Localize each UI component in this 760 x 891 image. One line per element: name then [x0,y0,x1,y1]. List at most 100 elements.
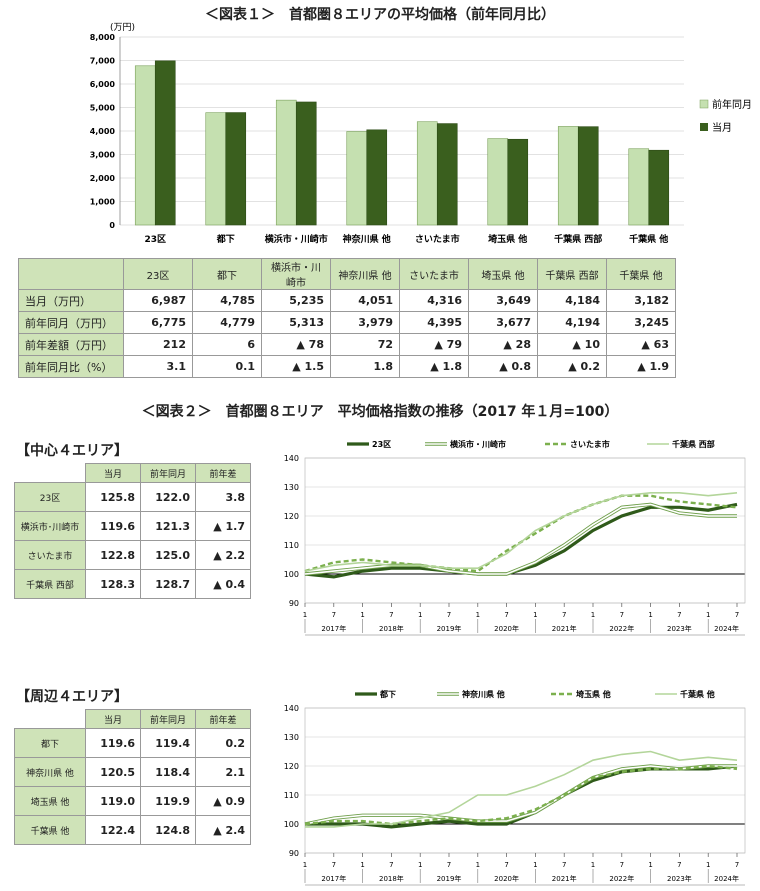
table-cell: 122.8 [85,540,141,570]
table-cell: 3,182 [606,289,676,312]
table-cell: 72 [330,333,400,356]
year-label: 2019年 [437,624,462,633]
bar [487,138,509,226]
year-label: 2020年 [494,624,519,633]
table-cell: ▲ 2.4 [195,815,251,845]
col-header: 前年同月 [140,463,196,483]
center-section-title: 【中心４エリア】 [16,443,128,459]
table-cell: ▲ 10 [537,333,607,356]
fig1-title: ＜図表１＞ 首都圏８エリアの平均価格（前年同月比） [205,7,555,23]
y-tick-label: 110 [284,541,299,550]
table-cell: 3.8 [195,482,251,512]
table-cell: 4,316 [399,289,469,312]
row-label: 千葉県 他 [14,815,86,845]
col-header: さいたま市 [399,258,469,290]
table-cell: 5,313 [261,311,331,334]
series-line [305,750,738,828]
table-cell: 5,235 [261,289,331,312]
table-row: 前年同月比（%） 3.1 0.1 ▲ 1.5 1.8 ▲ 1.8 ▲ 0.8 ▲… [18,355,676,378]
table-cell: 121.3 [140,511,196,541]
table-cell: 4,184 [537,289,607,312]
table-row: 都下 119.6 119.4 0.2 [14,728,251,758]
table-cell: 0.2 [195,728,251,758]
col-header: 23区 [123,258,193,290]
row-label: 千葉県 西部 [14,569,86,599]
table-cell: 122.4 [85,815,141,845]
year-label: 2022年 [609,624,634,633]
bar [366,129,388,226]
table-cell: ▲ 0.4 [195,569,251,599]
table-cell: 119.6 [85,511,141,541]
y-tick-label: 5,000 [90,104,116,113]
table-cell: 128.7 [140,569,196,599]
x-tick-label: 埼玉県 他 [488,233,527,245]
x-tick-label: 7 [389,861,393,869]
table-cell: 212 [123,333,193,356]
table-cell: ▲ 2.2 [195,540,251,570]
bar [225,112,247,226]
table-cell: 4,194 [537,311,607,334]
bar [154,60,176,226]
x-tick-label: 23区 [144,234,166,245]
row-label: 都下 [14,728,86,758]
col-header: 横浜市・川崎市 [261,258,331,290]
table-cell: 3,677 [468,311,538,334]
y-tick-label: 100 [284,570,299,579]
row-label: 当月（万円） [18,289,124,312]
bar [416,121,438,226]
table-cell: ▲ 1.9 [606,355,676,378]
table-cell: ▲ 1.7 [195,511,251,541]
center-table: 当月 前年同月 前年差 23区 125.8 122.0 3.8 横浜市･川崎市 … [14,463,251,599]
table-cell: 122.0 [140,482,196,512]
table-cell: 128.3 [85,569,141,599]
year-label: 2020年 [494,874,519,883]
bar [557,126,579,226]
y-tick-label: 0 [109,221,115,230]
year-label: 2022年 [609,874,634,883]
table-cell: 4,779 [192,311,262,334]
y-tick-label: 8,000 [90,33,116,42]
x-tick-label: 7 [677,611,681,619]
table-cell: 119.4 [140,728,196,758]
row-label: さいたま市 [14,540,86,570]
col-header: 都下 [192,258,262,290]
y-tick-label: 6,000 [90,80,116,89]
table-cell: ▲ 0.9 [195,786,251,816]
y-tick-label: 2,000 [90,174,116,183]
table-cell: 119.0 [85,786,141,816]
table-cell: 6 [192,333,262,356]
bar [275,99,297,226]
y-tick-label: 90 [289,849,299,858]
legend-label: さいたま市 [570,439,610,449]
table-row: 横浜市･川崎市 119.6 121.3 ▲ 1.7 [14,511,251,541]
row-label: 横浜市･川崎市 [14,511,86,541]
table-row: 前年差額（万円） 212 6 ▲ 78 72 ▲ 79 ▲ 28 ▲ 10 ▲ … [18,333,676,356]
table-cell: 4,785 [192,289,262,312]
col-header: 前年同月 [140,709,196,729]
x-tick-label: 1 [706,861,710,869]
table-cell: 125.8 [85,482,141,512]
row-label: 23区 [14,482,86,512]
x-tick-label: 1 [591,611,595,619]
table-row: さいたま市 122.8 125.0 ▲ 2.2 [14,540,251,570]
series-line [304,764,738,826]
plot-frame [304,457,746,604]
row-label: 埼玉県 他 [14,786,86,816]
table-cell: ▲ 1.5 [261,355,331,378]
table-cell: ▲ 0.8 [468,355,538,378]
bar [436,123,458,226]
x-tick-label: 1 [303,611,307,619]
table-cell: 4,051 [330,289,400,312]
legend-label: 横浜市・川崎市 [450,439,506,449]
table-cell: 6,987 [123,289,193,312]
periph-table: 当月 前年同月 前年差 都下 119.6 119.4 0.2 神奈川県 他 12… [14,709,251,845]
x-tick-label: 7 [562,611,566,619]
table-row: 神奈川県 他 120.5 118.4 2.1 [14,757,251,787]
year-label: 2023年 [667,624,692,633]
center-line-chart: 90 100 110 120 130 140 1 7 1 7 1 7 1 7 1 7 1 7 1 7 1 7 2017年 20… [284,439,746,636]
table-row: 千葉県 他 122.4 124.8 ▲ 2.4 [14,815,251,845]
y-tick-label: 130 [284,733,299,742]
table-row: 23区 125.8 122.0 3.8 [14,482,251,512]
table-cell: 1.8 [330,355,400,378]
x-tick-label: 千葉県 西部 [554,233,602,245]
